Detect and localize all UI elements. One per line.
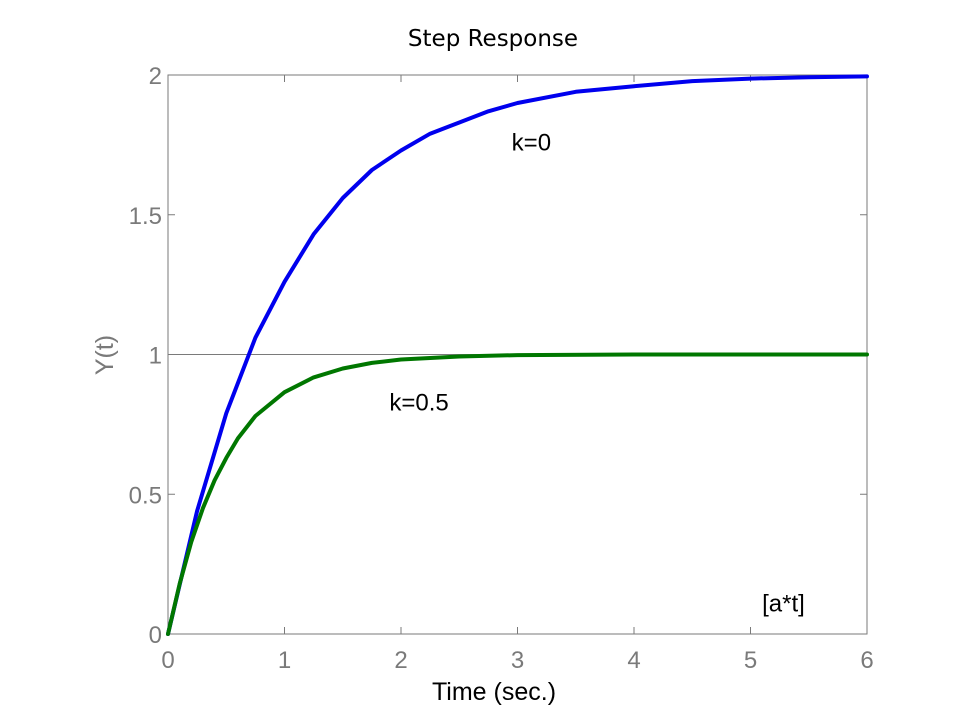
y-tick-label: 0 [149,622,162,649]
y-tick-label: 2 [149,63,162,90]
chart-title: Step Response [408,26,578,52]
annotation-label: k=0.5 [389,389,448,416]
x-tick-label: 3 [511,647,524,674]
y-tick-label: 1.5 [129,203,162,230]
x-tick-label: 2 [394,647,407,674]
y-tick-label: 0.5 [129,482,162,509]
y-tick-label: 1 [149,343,162,370]
annotation-label: k=0 [512,129,551,156]
x-tick-label: 1 [278,647,291,674]
x-tick-label: 5 [744,647,757,674]
y-axis-label: Y(t) [91,335,119,375]
plot-area: 0 1 2 3 4 5 6 0 0.5 1 1.5 2 k=0 k=0.5 [a*t] [129,63,874,674]
x-tick-label: 0 [161,647,174,674]
x-tick-label: 4 [627,647,640,674]
series-line-0 [166,74,869,636]
annotation-label: [a*t] [762,591,805,618]
x-tick-label: 6 [860,647,873,674]
x-axis-label: Time (sec.) [432,678,556,706]
series-line-1 [166,352,869,636]
